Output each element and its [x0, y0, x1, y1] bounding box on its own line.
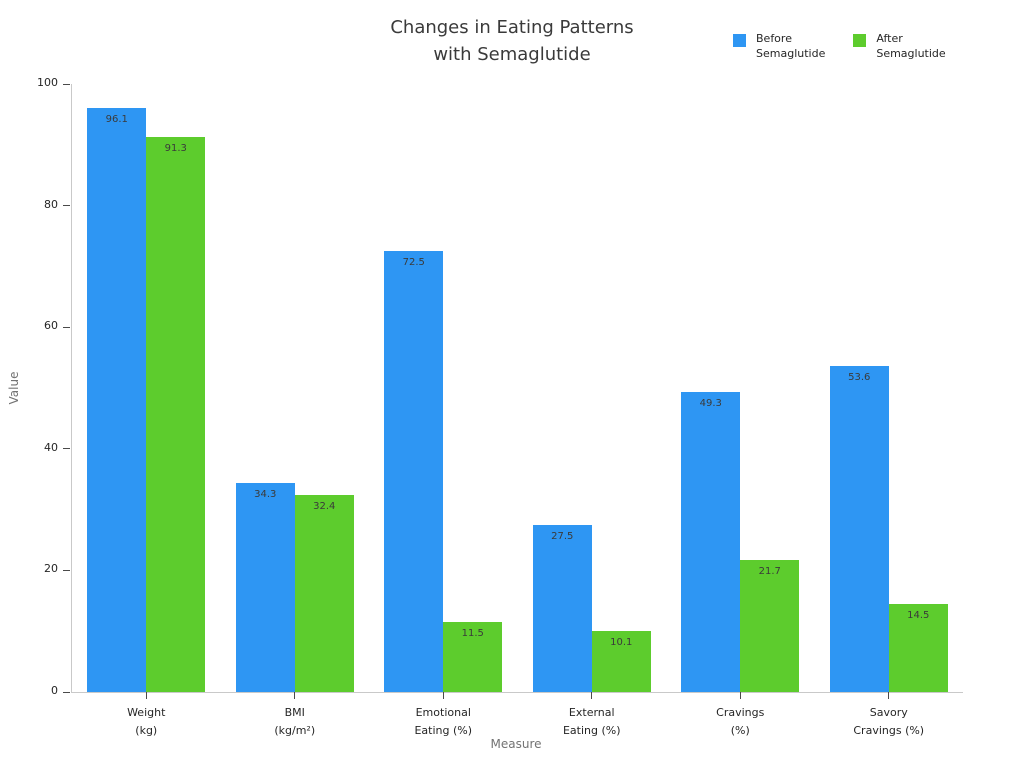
x-tick-label: Savory Cravings (%): [853, 706, 925, 737]
y-tick-label: 20: [44, 562, 58, 576]
legend-item-before: Before Semaglutide: [733, 31, 825, 62]
plot-area: 0 20 40 60 80 100 Weight (kg) BMI (kg/m²) Emotio…: [37, 76, 963, 737]
bar-value-label: 27.5: [551, 530, 574, 542]
y-tick-label: 60: [44, 319, 58, 333]
x-tick-label: External Eating (%): [562, 706, 621, 737]
chart-title: Changes in Eating Patterns with Semaglut…: [390, 17, 634, 65]
y-tick-label: 40: [44, 440, 58, 454]
x-tick-label: BMI (kg/m²): [274, 706, 316, 737]
x-tick-label: Weight (kg): [127, 706, 166, 737]
bar-after-semaglutide: [443, 622, 503, 692]
x-tick-label: Emotional Eating (%): [414, 706, 473, 737]
y-tick-mark: [63, 205, 70, 207]
bar-after-semaglutide: [294, 495, 354, 692]
bar-value-label: 72.5: [402, 257, 425, 269]
y-tick-label: 80: [44, 197, 58, 211]
legend-label-before: Before Semaglutide: [756, 32, 826, 61]
y-tick-mark: [63, 691, 70, 693]
bar-value-label: 34.3: [254, 489, 277, 501]
bar-value-label: 32.4: [313, 501, 336, 512]
bar-value-label: 96.1: [105, 113, 128, 125]
y-tick-mark: [63, 326, 70, 328]
y-tick-label: 0: [51, 684, 58, 697]
bar-after-semaglutide: [740, 560, 800, 692]
bar-value-label: 91.3: [164, 142, 187, 154]
bar-value-label: 21.7: [758, 566, 781, 578]
bar-before-semaglutide: [384, 251, 444, 692]
bar-before-semaglutide: [829, 366, 889, 692]
bar-value-label: 49.3: [699, 398, 722, 410]
legend-swatch-before: [733, 34, 746, 47]
x-tick-mark: [888, 692, 890, 699]
bar-value-label: 53.6: [848, 372, 871, 384]
bar-before-semaglutide: [87, 107, 147, 692]
bar-value-label: 14.5: [907, 609, 930, 621]
bar-after-semaglutide: [146, 136, 206, 692]
bar-before-semaglutide: [532, 524, 592, 692]
y-tick-mark: [63, 83, 70, 85]
x-tick-mark: [591, 692, 593, 699]
y-tick-mark: [63, 448, 70, 450]
x-tick-label: Cravings (%): [716, 706, 765, 737]
bar-after-semaglutide: [591, 630, 651, 692]
y-tick-label: 100: [37, 76, 58, 89]
bar-before-semaglutide: [235, 483, 295, 692]
bar-value-label: 11.5: [461, 628, 484, 640]
bar-after-semaglutide: [888, 603, 948, 692]
legend-label-after: After Semaglutide: [876, 32, 946, 61]
x-tick-mark: [442, 692, 444, 699]
x-tick-mark: [145, 692, 147, 699]
x-tick-mark: [739, 692, 741, 699]
x-tick-mark: [294, 692, 296, 699]
legend: Before Semaglutide After Semaglutide: [733, 31, 946, 62]
legend-swatch-after: [853, 34, 867, 47]
y-axis-title: Value: [7, 371, 21, 405]
legend-item-after: After Semaglutide: [853, 31, 946, 62]
bar-before-semaglutide: [681, 392, 741, 692]
y-tick-mark: [63, 569, 70, 572]
bar-value-label: 10.1: [610, 636, 633, 648]
x-axis-title: Measure: [490, 737, 542, 751]
